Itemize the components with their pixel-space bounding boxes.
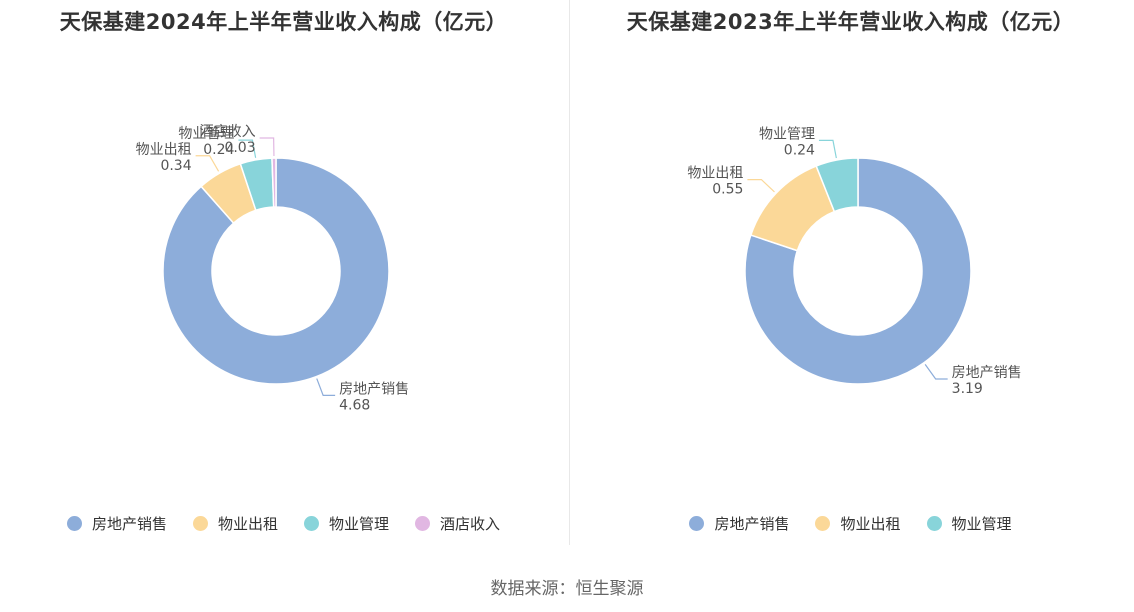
legend-label: 房地产销售 <box>91 515 167 533</box>
legend-label: 物业管理 <box>329 515 390 533</box>
legend-swatch <box>815 516 831 531</box>
slice-value-label: 0.24 <box>203 142 234 158</box>
donut-slice <box>271 157 277 208</box>
chart-title: 天保基建2023年上半年营业收入构成（亿元） <box>626 10 1075 34</box>
legend-item[interactable]: 物业出租 <box>192 513 278 534</box>
legend-item[interactable]: 物业管理 <box>926 513 1012 534</box>
legend-swatch <box>66 516 82 531</box>
chart-legend: 房地产销售 物业出租 物业管理 酒店收入 <box>0 513 567 534</box>
data-source: 数据来源：恒生聚源 <box>490 579 644 599</box>
chart-title: 天保基建2024年上半年营业收入构成（亿元） <box>59 10 508 34</box>
legend-label: 物业出租 <box>217 515 278 533</box>
legend-item[interactable]: 物业管理 <box>304 513 389 534</box>
legend-item[interactable]: 房地产销售 <box>66 513 167 534</box>
legend-swatch <box>926 516 942 531</box>
slice-value-label: 3.19 <box>952 381 983 397</box>
legend-swatch <box>689 516 705 531</box>
label-leader-line <box>747 178 775 193</box>
label-leader-line <box>924 364 948 380</box>
legend-item[interactable]: 酒店收入 <box>415 513 500 534</box>
slice-name-label: 酒店收入 <box>200 124 256 140</box>
legend-label: 房地产销售 <box>714 515 790 533</box>
donut-slice <box>162 157 390 385</box>
chart-legend: 房地产销售 物业出租 物业管理 <box>567 513 1134 534</box>
label-leader-line <box>259 137 275 157</box>
panel-divider <box>569 0 570 545</box>
slice-value-label: 0.34 <box>160 158 191 174</box>
donut-slice <box>815 157 859 213</box>
slice-name-label: 物业出租 <box>687 166 743 182</box>
slice-name-label: 物业管理 <box>759 126 815 142</box>
chart-panel-2024: 天保基建2024年上半年营业收入构成（亿元） 房地产销售 4.68 物业出租 0.34… <box>0 0 567 560</box>
slice-name-label: 房地产销售 <box>339 381 409 397</box>
slice-value-label: 0.24 <box>784 142 815 158</box>
slice-name-label: 房地产销售 <box>952 365 1022 381</box>
slice-name-label: 物业出租 <box>136 142 192 158</box>
slice-value-label: 0.03 <box>224 140 255 156</box>
slice-value-label: 4.68 <box>339 397 370 413</box>
legend-swatch <box>192 516 208 531</box>
legend-item[interactable]: 物业出租 <box>815 513 901 534</box>
slice-value-label: 0.55 <box>712 182 743 198</box>
legend-item[interactable]: 房地产销售 <box>689 513 789 534</box>
legend-swatch <box>415 516 431 531</box>
legend-label: 酒店收入 <box>440 515 501 533</box>
label-leader-line <box>238 139 257 158</box>
chart-panel-2023: 天保基建2023年上半年营业收入构成（亿元） 房地产销售 3.19 物业出租 0.55… <box>567 0 1134 560</box>
legend-label: 物业管理 <box>951 515 1012 533</box>
donut-slice <box>744 157 972 385</box>
label-leader-line <box>195 155 220 172</box>
label-leader-line <box>316 378 336 396</box>
legend-swatch <box>304 516 319 531</box>
label-leader-line <box>818 139 837 159</box>
slice-name-label: 物业管理 <box>178 126 234 142</box>
legend-label: 物业出租 <box>840 515 901 533</box>
